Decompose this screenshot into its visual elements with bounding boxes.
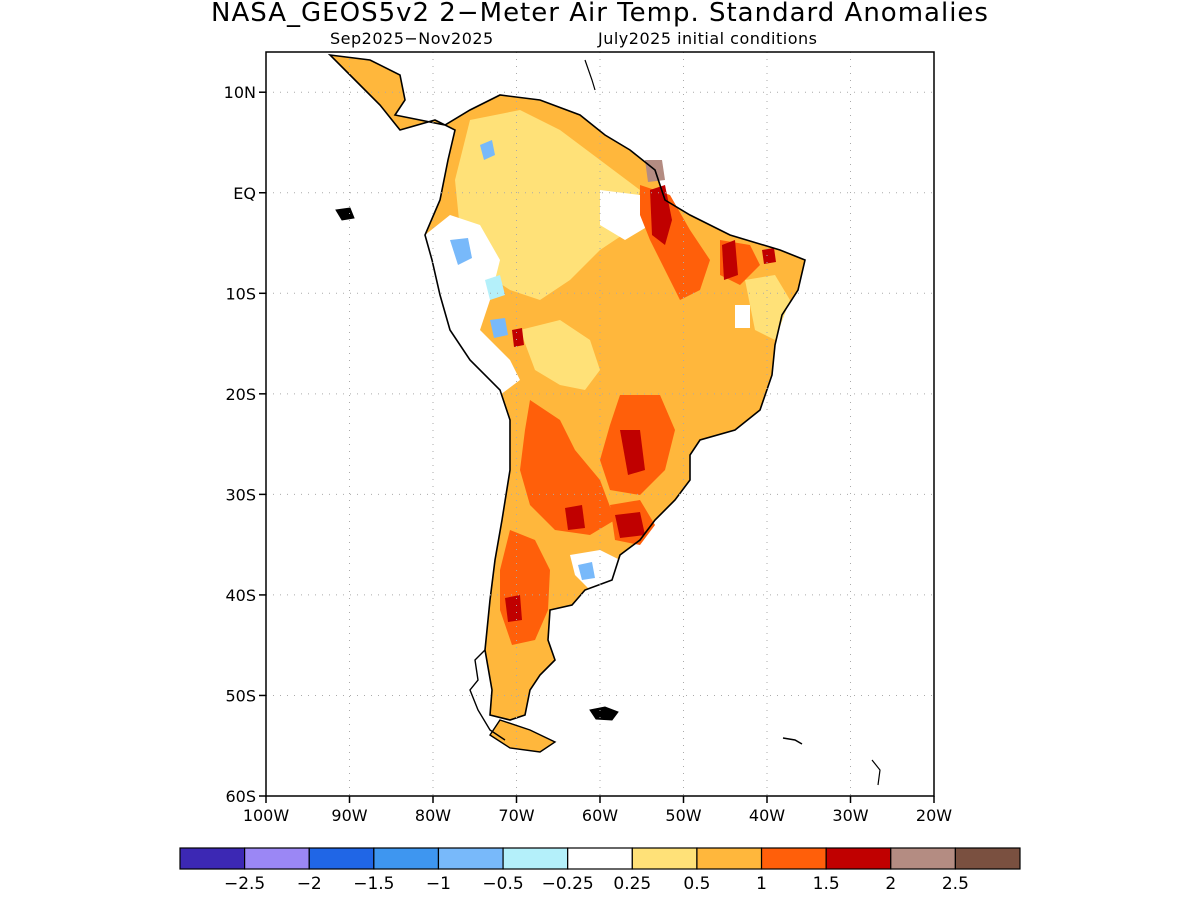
colorbar-swatch	[696, 847, 763, 870]
colorbar-label: −2	[297, 874, 322, 894]
colorbar-label: −1.5	[353, 874, 394, 894]
near-zero-amazon	[600, 190, 650, 240]
colorbar-swatch	[244, 847, 310, 870]
longitude-labels: 100W 90W 80W 70W 60W 50W 40W 30W 20W	[243, 796, 952, 825]
lon-tick-label: 80W	[415, 806, 451, 825]
colorbar-swatch	[567, 847, 633, 870]
light-anomaly-north	[455, 110, 640, 300]
colorbar-swatch	[373, 847, 440, 870]
lon-tick-label: 90W	[331, 806, 367, 825]
coastline-south-america	[327, 53, 806, 721]
initial-conditions: July2025 initial conditions	[598, 29, 818, 48]
lon-tick-label: 50W	[665, 806, 701, 825]
map-title: NASA_GEOS5v2 2−Meter Air Temp. Standard …	[211, 0, 989, 28]
cool-patch-argentina	[578, 562, 595, 580]
latitude-labels: 10N EQ 10S 20S 30S 40S 50S 60S	[224, 83, 266, 806]
lat-tick-label: 10S	[225, 284, 256, 303]
forecast-period: Sep2025−Nov2025	[330, 29, 494, 48]
colorbar-label: −1	[426, 874, 451, 894]
lat-tick-label: 40S	[225, 586, 256, 605]
near-zero-east-brazil	[735, 305, 750, 328]
colorbar-label: 0.5	[683, 874, 710, 894]
colorbar-swatch	[437, 847, 504, 870]
coastline-south-atlantic-islands	[871, 759, 881, 786]
colorbar-swatch	[760, 847, 827, 870]
colorbar-swatch	[631, 847, 698, 870]
coastline-chile-archipelago	[469, 649, 506, 741]
colorbar-label: 2.5	[942, 874, 969, 894]
hot-patch-ceara	[762, 248, 776, 264]
lat-tick-label: 50S	[225, 686, 256, 705]
hot-patch-maranhao	[722, 240, 738, 280]
near-zero-andes-north	[425, 215, 520, 395]
light-anomaly-east	[745, 275, 790, 340]
colorbar-label: −2.5	[224, 874, 265, 894]
colorbar-label: −0.25	[542, 874, 594, 894]
colorbar-swatch	[179, 847, 246, 870]
map-area	[327, 53, 881, 786]
hot-patch-parana	[620, 430, 645, 475]
hot-patch-argentina	[565, 505, 585, 530]
coastline-caribbean	[584, 59, 596, 91]
hot-patch-patagonia	[505, 595, 522, 622]
lat-tick-label: EQ	[233, 184, 256, 203]
hot-patch-peru	[512, 328, 524, 347]
colorbar-label: 1.5	[813, 874, 840, 894]
coastline-falklands	[589, 706, 619, 721]
lat-tick-label: 20S	[225, 385, 256, 404]
colorbar-label: −0.5	[482, 874, 523, 894]
colorbar: −2.5 −2 −1.5 −1 −0.5 −0.25 0.25 0.5 1 1.5 2 2.5	[179, 847, 1021, 894]
coastline-galapagos	[335, 207, 355, 221]
colorbar-swatch	[825, 847, 892, 870]
lon-tick-label: 100W	[243, 806, 290, 825]
lon-tick-label: 40W	[749, 806, 785, 825]
lat-tick-label: 60S	[225, 787, 256, 806]
lon-tick-label: 30W	[832, 806, 868, 825]
lat-tick-label: 10N	[224, 83, 256, 102]
coastline-tierra-del-fuego	[489, 719, 557, 753]
lon-tick-label: 60W	[582, 806, 618, 825]
colorbar-swatch	[308, 847, 375, 870]
coastline-south-georgia	[782, 737, 803, 745]
colorbar-swatch	[890, 847, 956, 870]
colorbar-swatch	[954, 847, 1021, 870]
cool-patch-peru-2	[490, 318, 508, 338]
lon-tick-label: 20W	[916, 806, 952, 825]
colorbar-label: 2	[885, 874, 896, 894]
light-anomaly-central	[520, 320, 600, 390]
grid-lines	[266, 52, 934, 796]
lat-tick-label: 30S	[225, 485, 256, 504]
colorbar-swatch	[502, 847, 569, 870]
colorbar-label: 1	[756, 874, 767, 894]
colorbar-label: 0.25	[613, 874, 651, 894]
warm-anomaly-argentina-north	[520, 400, 615, 535]
cool-patch-colombia	[480, 140, 495, 160]
hot-patch-uruguay	[615, 512, 645, 538]
lon-tick-label: 70W	[498, 806, 534, 825]
cool-patch-ecuador	[450, 238, 472, 265]
